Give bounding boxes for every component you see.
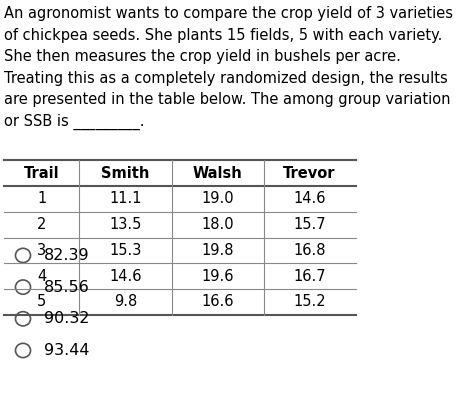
Text: 93.44: 93.44 — [44, 343, 89, 358]
Text: 16.8: 16.8 — [294, 243, 326, 258]
Text: Smith: Smith — [101, 166, 150, 181]
Text: Trevor: Trevor — [283, 166, 336, 181]
Text: 11.1: 11.1 — [109, 192, 142, 206]
Text: 19.6: 19.6 — [201, 269, 234, 284]
Text: 18.0: 18.0 — [201, 217, 234, 232]
Text: 82.39: 82.39 — [44, 248, 89, 263]
Text: Walsh: Walsh — [193, 166, 243, 181]
Text: 3: 3 — [38, 243, 46, 258]
Text: 1: 1 — [37, 192, 46, 206]
Text: 14.6: 14.6 — [109, 269, 142, 284]
Text: 90.32: 90.32 — [44, 311, 89, 326]
Text: 15.3: 15.3 — [109, 243, 142, 258]
Text: 15.7: 15.7 — [293, 217, 326, 232]
Text: Trail: Trail — [24, 166, 60, 181]
Text: 13.5: 13.5 — [109, 217, 142, 232]
Text: 16.7: 16.7 — [293, 269, 326, 284]
Text: 2: 2 — [37, 217, 46, 232]
Text: An agronomist wants to compare the crop yield of 3 varieties of chickpea seeds. : An agronomist wants to compare the crop … — [4, 6, 453, 130]
Text: 5: 5 — [37, 295, 46, 309]
Text: 19.8: 19.8 — [201, 243, 234, 258]
Text: 15.2: 15.2 — [293, 295, 326, 309]
Text: 85.56: 85.56 — [44, 280, 90, 295]
Text: 4: 4 — [37, 269, 46, 284]
Text: 19.0: 19.0 — [201, 192, 234, 206]
Text: 9.8: 9.8 — [114, 295, 137, 309]
Text: 16.6: 16.6 — [201, 295, 234, 309]
Text: 14.6: 14.6 — [294, 192, 326, 206]
